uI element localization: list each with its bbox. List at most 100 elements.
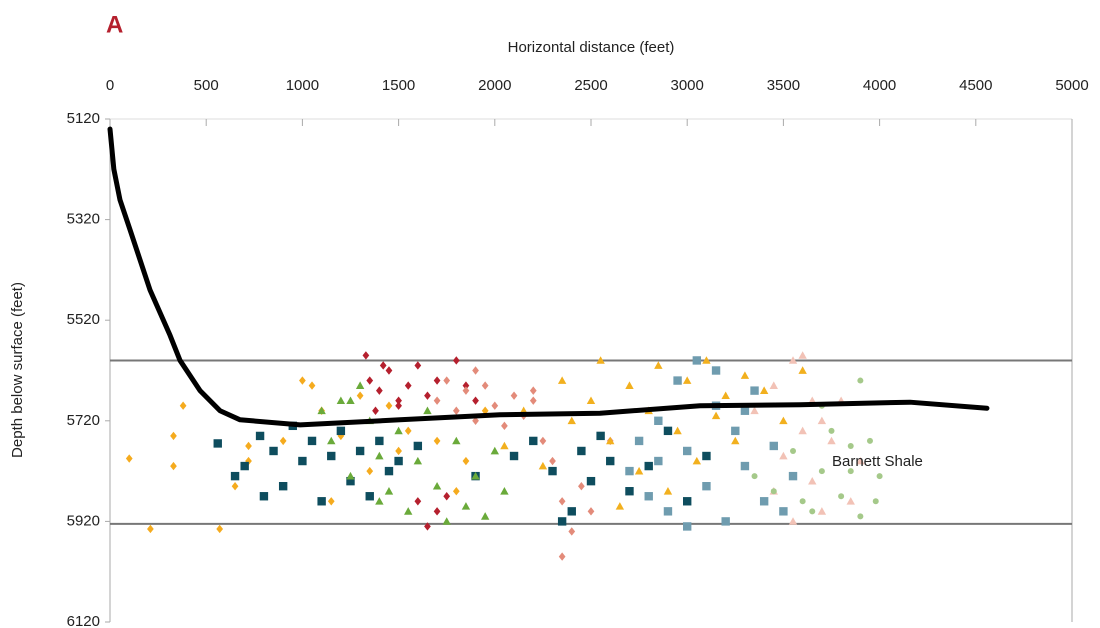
- point: [307, 436, 317, 446]
- point: [751, 473, 758, 480]
- point: [740, 461, 750, 471]
- point: [404, 381, 412, 390]
- well-path: [107, 126, 990, 428]
- point: [557, 517, 567, 526]
- point: [216, 524, 224, 534]
- point: [317, 497, 326, 506]
- point: [395, 401, 402, 410]
- point: [702, 356, 711, 364]
- point: [654, 456, 663, 466]
- point: [577, 446, 586, 456]
- point: [423, 406, 432, 415]
- point: [298, 456, 307, 466]
- point: [278, 481, 288, 491]
- point: [558, 552, 566, 561]
- point: [740, 406, 750, 415]
- y-tick-label: 5520: [67, 311, 100, 328]
- point: [596, 356, 605, 364]
- point: [634, 436, 644, 446]
- point: [721, 391, 730, 400]
- point: [606, 436, 615, 445]
- point: [847, 442, 854, 449]
- point: [279, 436, 287, 446]
- point: [625, 487, 634, 496]
- x-tick-label: 0: [106, 77, 114, 94]
- point: [673, 376, 682, 385]
- point: [549, 456, 556, 466]
- point: [876, 473, 883, 480]
- point: [683, 522, 692, 531]
- point: [788, 356, 798, 364]
- point: [673, 426, 682, 435]
- point: [731, 426, 740, 436]
- point: [433, 507, 441, 516]
- point: [769, 441, 778, 451]
- x-tick-label: 4000: [863, 77, 896, 94]
- point: [125, 454, 133, 463]
- point: [308, 381, 316, 390]
- point: [462, 456, 470, 466]
- point: [759, 497, 769, 506]
- point: [490, 446, 499, 455]
- point: [692, 456, 702, 465]
- point: [424, 391, 431, 400]
- point: [170, 431, 177, 441]
- x-tick-label: 2500: [574, 77, 607, 94]
- point: [385, 401, 393, 410]
- point: [230, 471, 240, 481]
- point: [375, 497, 384, 505]
- point: [395, 396, 402, 405]
- x-tick-label: 5000: [1055, 77, 1088, 94]
- point: [501, 421, 508, 431]
- point: [529, 396, 537, 405]
- point: [872, 498, 879, 505]
- point: [586, 396, 596, 405]
- point: [866, 437, 873, 444]
- point: [170, 461, 177, 471]
- annotation: Barnett Shale: [832, 453, 923, 470]
- point: [788, 517, 798, 525]
- panel-label: A: [106, 11, 123, 38]
- point: [245, 441, 252, 451]
- point: [384, 466, 394, 476]
- point: [443, 492, 451, 501]
- point: [692, 356, 702, 365]
- point: [731, 436, 740, 445]
- point: [818, 468, 825, 475]
- point: [721, 517, 730, 526]
- point: [711, 411, 721, 420]
- point: [509, 451, 519, 461]
- point: [770, 488, 777, 495]
- point: [557, 376, 567, 384]
- point: [578, 481, 585, 491]
- point: [779, 507, 788, 516]
- point: [587, 507, 595, 516]
- point: [372, 406, 379, 415]
- point: [379, 361, 387, 370]
- point: [481, 381, 489, 390]
- point: [327, 451, 336, 461]
- y-tick-label: 6120: [67, 613, 100, 628]
- point: [394, 426, 403, 435]
- point: [366, 466, 374, 476]
- point: [798, 351, 807, 359]
- point: [385, 366, 393, 375]
- point: [790, 447, 797, 454]
- point: [683, 376, 692, 384]
- point: [808, 476, 817, 485]
- point: [568, 527, 576, 536]
- point: [336, 426, 346, 436]
- point: [750, 386, 759, 395]
- point: [362, 351, 370, 360]
- point: [500, 487, 509, 495]
- point: [443, 376, 451, 385]
- point: [433, 396, 441, 405]
- point: [432, 481, 442, 490]
- point: [404, 426, 412, 436]
- point: [798, 366, 807, 374]
- point: [529, 436, 538, 446]
- point: [395, 446, 402, 456]
- point: [375, 436, 384, 446]
- y-tick-label: 5320: [67, 211, 100, 228]
